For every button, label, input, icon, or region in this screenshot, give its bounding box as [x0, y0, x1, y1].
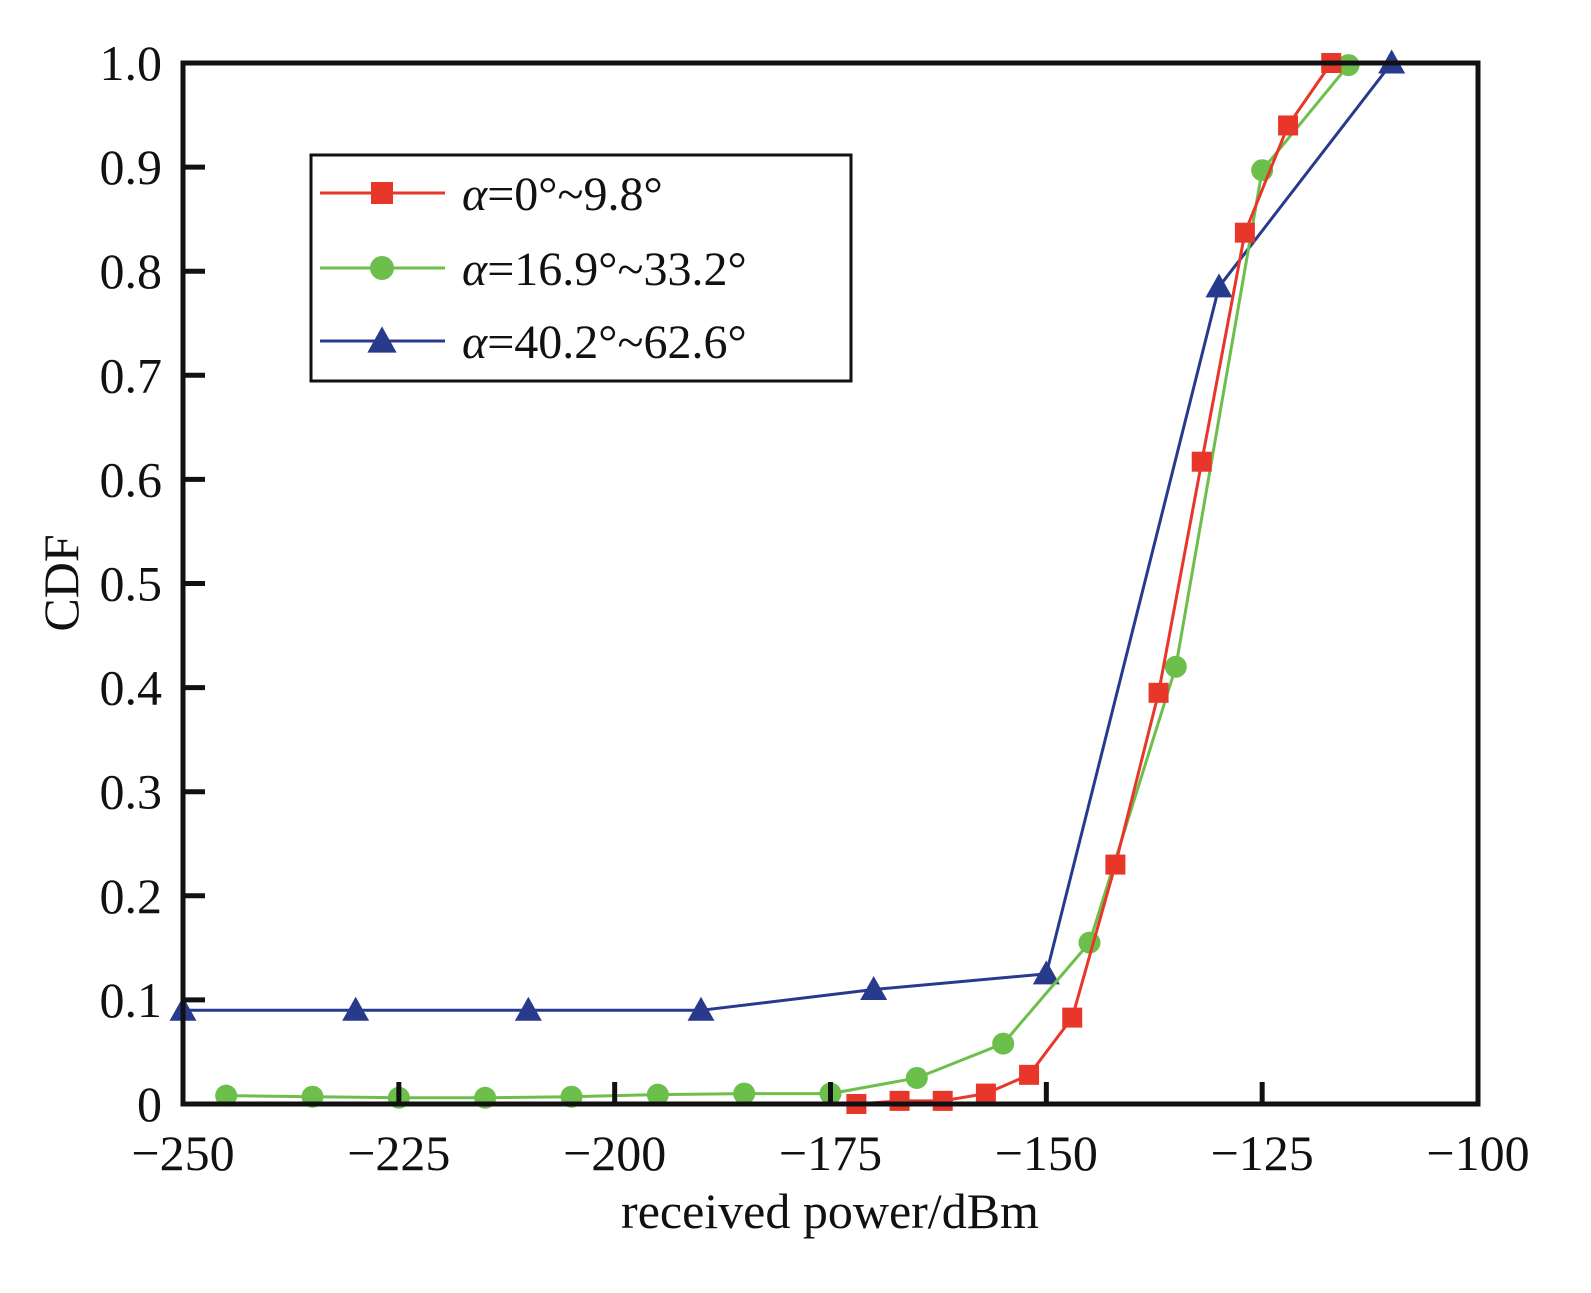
y-tick-label: 0.6	[100, 451, 163, 507]
data-point-triangle	[1032, 960, 1060, 985]
data-point-triangle	[687, 996, 715, 1021]
legend-label-text: =40.2°~62.6°	[487, 316, 746, 369]
series-line	[183, 62, 1393, 1012]
data-point-square	[932, 1090, 953, 1111]
data-point-square	[1062, 1007, 1083, 1028]
x-tick-label: −250	[131, 1125, 234, 1181]
y-tick-label: 0.2	[100, 868, 163, 924]
ticks-layer: −250 −225 −200 −175 −150 −125 −100 0 0.1 0.2 0.3 0.…	[100, 35, 1530, 1181]
y-tick-label: 0.3	[100, 764, 163, 820]
y-tick-label: 0.4	[100, 660, 163, 716]
data-point-triangle	[342, 996, 370, 1021]
legend-entry-1: α=16.9°~33.2°	[320, 243, 747, 296]
legend-label-text: =16.9°~33.2°	[487, 243, 746, 296]
data-point-triangle	[860, 975, 888, 1000]
x-axis-title: received power/dBm	[621, 1183, 1039, 1239]
series-0	[846, 53, 1342, 1114]
data-point-circle	[1164, 655, 1187, 678]
data-point-square	[1234, 222, 1255, 243]
legend-label-text: =0°~9.8°	[487, 168, 662, 221]
legend-label-symbol: α	[462, 168, 488, 221]
legend-label-symbol: α	[462, 316, 488, 369]
data-point-square	[1148, 682, 1169, 703]
y-axis-title: CDF	[33, 534, 89, 631]
data-point-circle	[905, 1066, 928, 1089]
data-point-square	[975, 1083, 996, 1104]
x-tick-label: −100	[1426, 1125, 1529, 1181]
data-point-circle	[1078, 931, 1101, 954]
legend: α=0°~9.8°α=16.9°~33.2°α=40.2°~62.6°	[309, 153, 853, 383]
data-point-square	[889, 1090, 910, 1111]
x-tick-label: −125	[1211, 1125, 1314, 1181]
series-line	[226, 64, 1350, 1100]
x-tick-label: −175	[779, 1125, 882, 1181]
data-point-circle	[370, 256, 394, 280]
data-point-circle	[992, 1032, 1015, 1055]
legend-entry-0: α=0°~9.8°	[320, 168, 663, 221]
x-tick-label: −225	[347, 1125, 450, 1181]
y-tick-label: 0	[137, 1076, 162, 1132]
data-point-circle	[215, 1084, 238, 1107]
data-point-square	[1019, 1064, 1040, 1085]
data-point-square	[1191, 451, 1212, 472]
x-tick-label: −150	[995, 1125, 1098, 1181]
y-tick-label: 0.1	[100, 972, 163, 1028]
y-tick-label: 0.5	[100, 556, 163, 612]
y-tick-label: 1.0	[100, 35, 163, 91]
x-tick-label: −200	[563, 1125, 666, 1181]
data-point-square	[371, 182, 393, 204]
data-point-square	[1278, 115, 1299, 136]
data-point-triangle	[1205, 273, 1233, 298]
legend-label: α=0°~9.8°	[462, 168, 663, 221]
legend-label: α=40.2°~62.6°	[462, 316, 747, 369]
data-point-circle	[733, 1082, 756, 1105]
legend-label: α=16.9°~33.2°	[462, 243, 747, 296]
data-point-circle	[646, 1083, 669, 1106]
legend-label-symbol: α	[462, 243, 488, 296]
data-point-square	[1105, 854, 1126, 875]
data-point-triangle	[514, 996, 542, 1021]
y-tick-label: 0.8	[100, 243, 163, 299]
y-tick-label: 0.7	[100, 347, 163, 403]
legend-entry-2: α=40.2°~62.6°	[320, 316, 747, 369]
data-point-triangle	[367, 326, 397, 353]
y-tick-label: 0.9	[100, 139, 163, 195]
